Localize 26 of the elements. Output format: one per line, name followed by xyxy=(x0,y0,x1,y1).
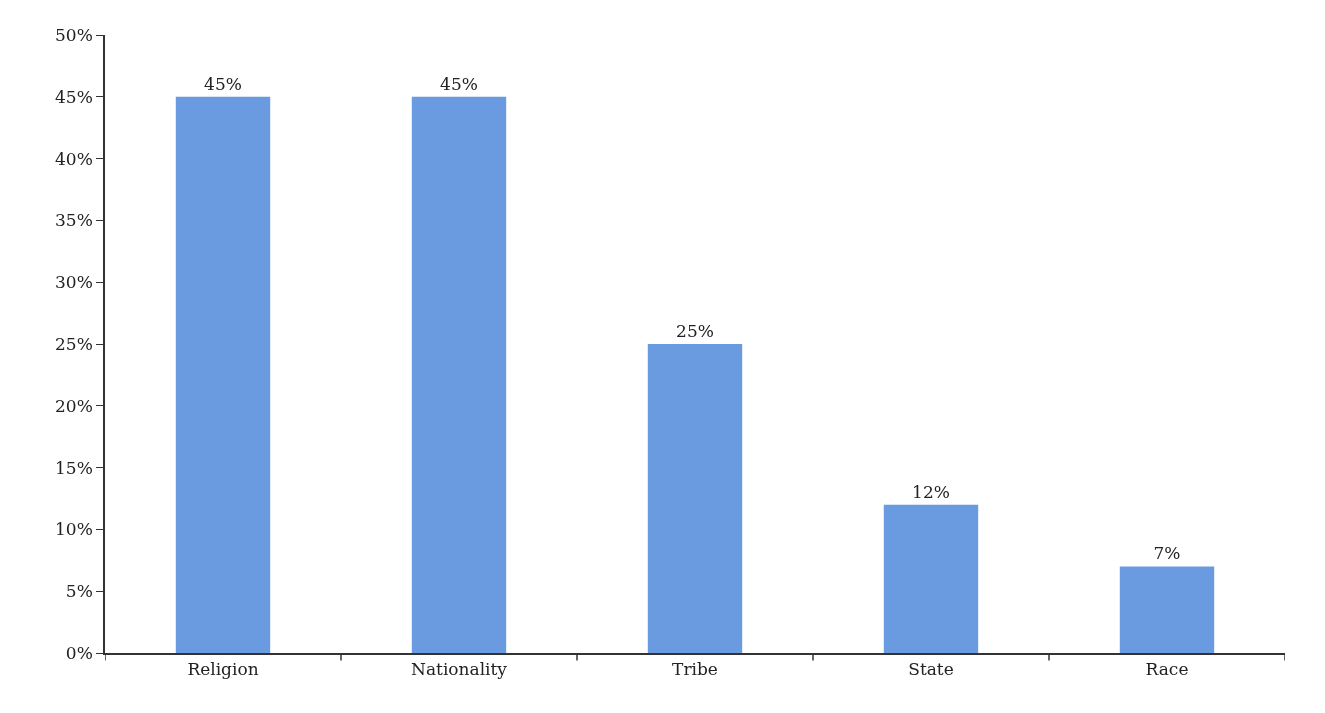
x-tick-label: State xyxy=(908,659,954,680)
data-label: 45% xyxy=(440,73,478,94)
data-label: 25% xyxy=(676,321,714,341)
x-tick-label: Tribe xyxy=(672,659,718,680)
y-tick-label: 45% xyxy=(55,86,93,107)
x-tick-label: Nationality xyxy=(411,659,508,680)
y-tick-label: 20% xyxy=(55,395,93,416)
x-tick-label: Religion xyxy=(187,659,259,680)
y-tick-label: 10% xyxy=(55,519,93,540)
y-tick-label: 5% xyxy=(65,581,93,602)
data-label: 7% xyxy=(1153,543,1181,564)
data-label: 12% xyxy=(912,481,950,502)
bar xyxy=(175,96,271,653)
bar xyxy=(883,504,979,653)
y-tick-label: 35% xyxy=(55,210,93,231)
y-tick-label: 50% xyxy=(55,24,93,45)
y-tick-label: 40% xyxy=(55,148,93,169)
data-label: 45% xyxy=(204,73,242,94)
y-tick-label: 15% xyxy=(55,457,93,478)
y-tick-label: 25% xyxy=(55,333,93,354)
x-tick-label: Race xyxy=(1145,659,1189,680)
y-tick-label: 30% xyxy=(55,272,93,293)
y-tick-label: 0% xyxy=(65,642,93,663)
bar xyxy=(647,344,743,653)
bar xyxy=(411,96,507,653)
bar xyxy=(1119,566,1215,653)
